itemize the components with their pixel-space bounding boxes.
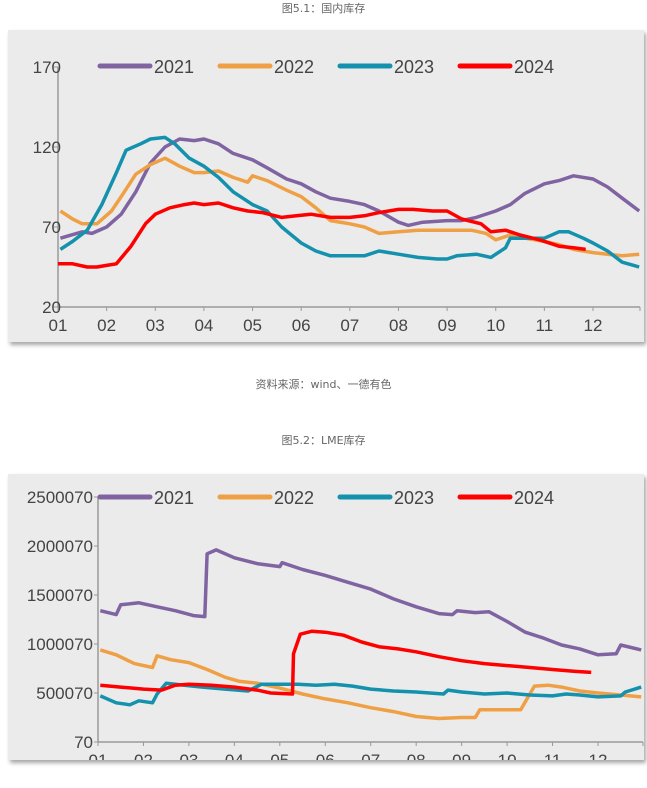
series-line-2024 (100, 629, 592, 696)
series-line-2021 (59, 137, 641, 240)
x-tick-label: 02 (97, 316, 116, 335)
series-line-2021 (99, 548, 642, 657)
legend-label-2021: 2021 (154, 57, 194, 77)
x-tick-label: 07 (340, 316, 359, 335)
y-tick-label: 2000070 (27, 537, 93, 556)
x-tick-label: 09 (438, 316, 457, 335)
x-tick-label: 11 (536, 316, 554, 335)
legend-label-2023: 2023 (394, 488, 434, 508)
x-tick-label: 12 (584, 316, 603, 335)
source-caption: 资料来源：wind、一德有色 (255, 378, 392, 391)
x-tick-label: 10 (486, 316, 505, 335)
figure-2-caption: 图5.2：LME库存 (281, 434, 366, 447)
legend-label-2024: 2024 (514, 488, 554, 508)
legend-label-2023: 2023 (394, 57, 434, 77)
x-tick-label: 06 (316, 751, 335, 760)
x-tick-label: 10 (498, 751, 517, 760)
x-tick-label: 06 (292, 316, 311, 335)
y-tick-label: 70 (42, 218, 61, 237)
x-tick-label: 12 (589, 751, 608, 760)
y-tick-label: 1500070 (27, 586, 93, 605)
series-line-2024 (58, 201, 586, 269)
series-line-2022 (99, 648, 642, 721)
legend-label-2021: 2021 (154, 488, 194, 508)
y-tick-label: 1000070 (27, 635, 93, 654)
chart-1-panel: 170 120 70 20 01 02 03 04 05 06 07 08 09 10 11 12 2021 20… (8, 30, 644, 342)
chart-2: 2500070 2000070 1500070 1000070 500070 7001 02… (27, 488, 644, 760)
y-tick-label: 20 (42, 298, 61, 317)
x-tick-label: 05 (270, 751, 289, 760)
y-tick-label: 170 (33, 58, 61, 77)
x-tick-label: 01 (49, 316, 68, 335)
x-tick-label: 08 (389, 316, 408, 335)
x-tick-label: 09 (452, 751, 471, 760)
x-tick-label: 07 (361, 751, 380, 760)
y-tick-label: 2500070 (27, 488, 93, 507)
x-tick-label: 01 (89, 751, 108, 760)
legend-label-2022: 2022 (274, 57, 314, 77)
x-tick-label: 03 (146, 316, 165, 335)
x-tick-label: 05 (243, 316, 262, 335)
legend-label-2024: 2024 (514, 57, 554, 77)
x-tick-label: 03 (179, 751, 198, 760)
x-tick-label: 04 (225, 751, 244, 760)
x-tick-label: 11 (544, 751, 562, 760)
x-tick-label: 08 (407, 751, 426, 760)
chart-2-panel: 2500070 2000070 1500070 1000070 500070 7001 02… (8, 474, 644, 760)
legend-label-2022: 2022 (274, 488, 314, 508)
figure-1-caption: 图5.1：国内库存 (281, 2, 366, 15)
y-tick-label: 120 (33, 138, 61, 157)
x-tick-label: 04 (194, 316, 213, 335)
y-tick-label: 70 (74, 733, 93, 752)
x-tick-label: 02 (134, 751, 153, 760)
y-tick-label: 500070 (36, 684, 93, 703)
series-line-2023 (59, 135, 640, 269)
